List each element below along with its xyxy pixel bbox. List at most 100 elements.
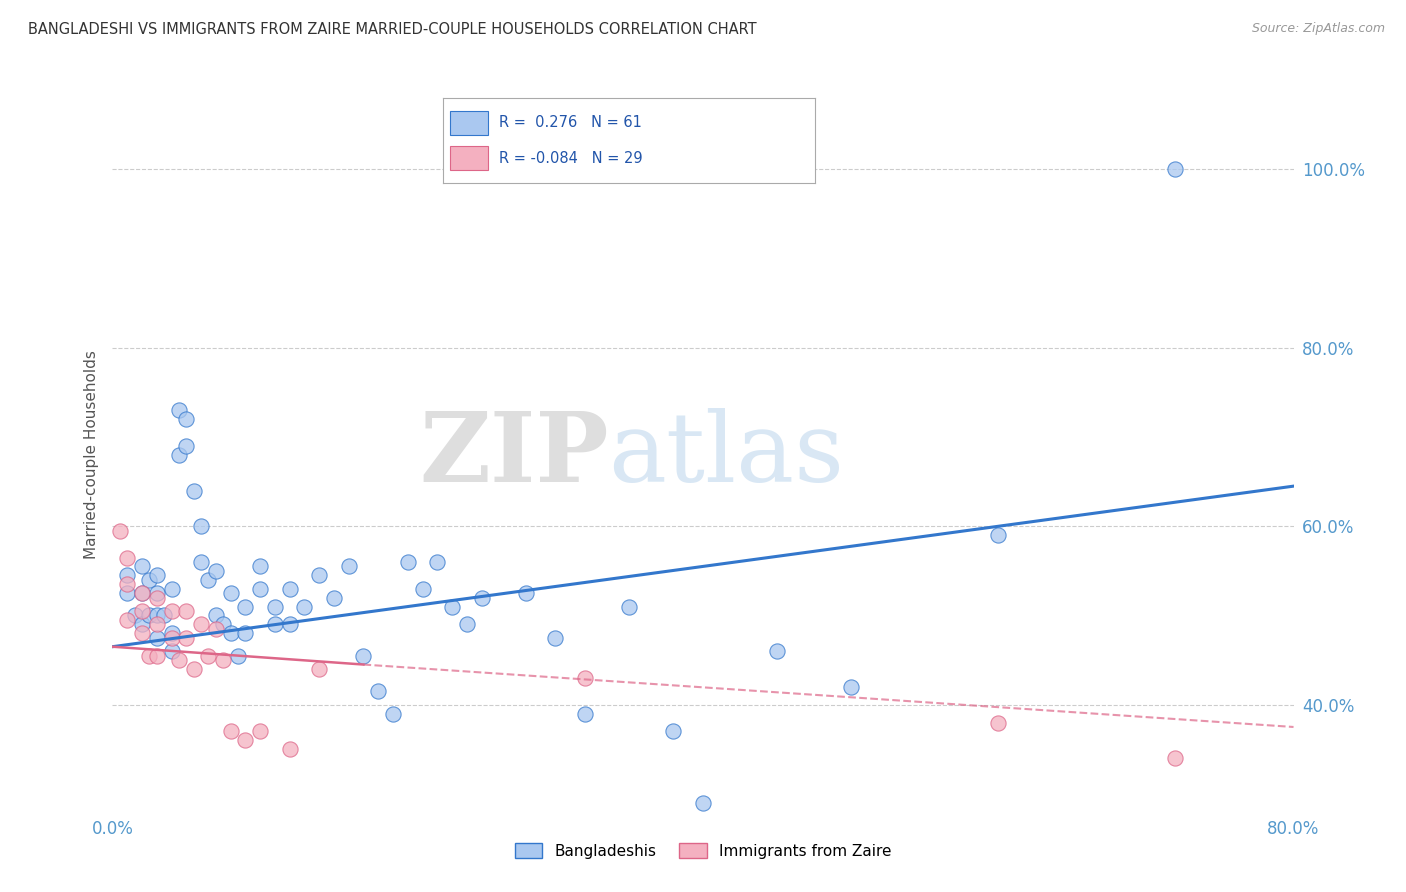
Point <box>662 724 685 739</box>
Point <box>308 568 330 582</box>
Point <box>219 724 242 739</box>
Point <box>117 550 138 565</box>
Point <box>212 617 235 632</box>
Point <box>352 648 374 663</box>
Point <box>1164 162 1187 177</box>
Point <box>278 742 301 756</box>
Point <box>190 555 212 569</box>
Point <box>160 644 183 658</box>
Point <box>226 648 249 663</box>
Text: atlas: atlas <box>609 408 845 502</box>
Point <box>190 519 212 533</box>
Text: Source: ZipAtlas.com: Source: ZipAtlas.com <box>1251 22 1385 36</box>
Point <box>544 631 567 645</box>
Point <box>117 586 138 600</box>
Point <box>197 648 219 663</box>
Point <box>278 582 301 596</box>
Point <box>766 644 789 658</box>
Point <box>117 577 138 591</box>
Point <box>190 617 212 632</box>
Point <box>167 653 190 667</box>
Point <box>692 796 714 810</box>
Point <box>146 591 169 605</box>
Point <box>183 483 205 498</box>
Point <box>138 573 160 587</box>
Point <box>205 622 228 636</box>
Point <box>574 671 596 685</box>
Point <box>1164 751 1187 765</box>
Point <box>174 631 197 645</box>
Point <box>146 568 169 582</box>
Point <box>174 439 197 453</box>
Point <box>167 403 190 417</box>
Point <box>160 604 183 618</box>
Point <box>278 617 301 632</box>
Point <box>264 617 287 632</box>
Point <box>174 412 197 426</box>
Point <box>212 653 235 667</box>
Point <box>205 564 228 578</box>
Point <box>249 724 271 739</box>
Point <box>839 680 862 694</box>
Point <box>131 617 153 632</box>
Point <box>470 591 494 605</box>
Point <box>987 528 1010 542</box>
Point <box>138 608 160 623</box>
Y-axis label: Married-couple Households: Married-couple Households <box>83 351 98 559</box>
Point <box>323 591 346 605</box>
Point <box>146 586 169 600</box>
Point <box>160 582 183 596</box>
Point <box>292 599 315 614</box>
Point <box>249 582 271 596</box>
Point <box>264 599 287 614</box>
Legend: Bangladeshis, Immigrants from Zaire: Bangladeshis, Immigrants from Zaire <box>509 837 897 864</box>
Point <box>382 706 405 721</box>
Point <box>131 586 153 600</box>
Point <box>367 684 389 698</box>
Point <box>619 599 641 614</box>
Point <box>441 599 464 614</box>
Text: R = -0.084   N = 29: R = -0.084 N = 29 <box>499 151 643 166</box>
Point <box>233 733 256 747</box>
Point <box>205 608 228 623</box>
Point <box>131 586 153 600</box>
Point <box>411 582 433 596</box>
Point <box>987 715 1010 730</box>
Point <box>146 617 169 632</box>
Point <box>146 608 169 623</box>
Bar <box>450 111 488 135</box>
Point <box>146 631 169 645</box>
Point <box>160 631 183 645</box>
Point <box>131 604 153 618</box>
Point <box>456 617 478 632</box>
Point <box>153 608 176 623</box>
Point <box>108 524 131 538</box>
Point <box>337 559 360 574</box>
Text: BANGLADESHI VS IMMIGRANTS FROM ZAIRE MARRIED-COUPLE HOUSEHOLDS CORRELATION CHART: BANGLADESHI VS IMMIGRANTS FROM ZAIRE MAR… <box>28 22 756 37</box>
Bar <box>450 146 488 170</box>
Text: R =  0.276   N = 61: R = 0.276 N = 61 <box>499 115 641 130</box>
Point <box>146 648 169 663</box>
Point <box>515 586 537 600</box>
Point <box>396 555 419 569</box>
Point <box>124 608 146 623</box>
Text: ZIP: ZIP <box>419 408 609 502</box>
Point <box>131 626 153 640</box>
Point <box>138 648 160 663</box>
Point <box>308 662 330 676</box>
Point <box>167 448 190 462</box>
Point <box>117 613 138 627</box>
Point <box>574 706 596 721</box>
Point <box>219 586 242 600</box>
Point <box>426 555 449 569</box>
Point <box>233 599 256 614</box>
Point <box>160 626 183 640</box>
Point <box>233 626 256 640</box>
Point <box>249 559 271 574</box>
Point <box>219 626 242 640</box>
Point <box>197 573 219 587</box>
Point <box>183 662 205 676</box>
Point <box>174 604 197 618</box>
Point <box>117 568 138 582</box>
Point <box>131 559 153 574</box>
